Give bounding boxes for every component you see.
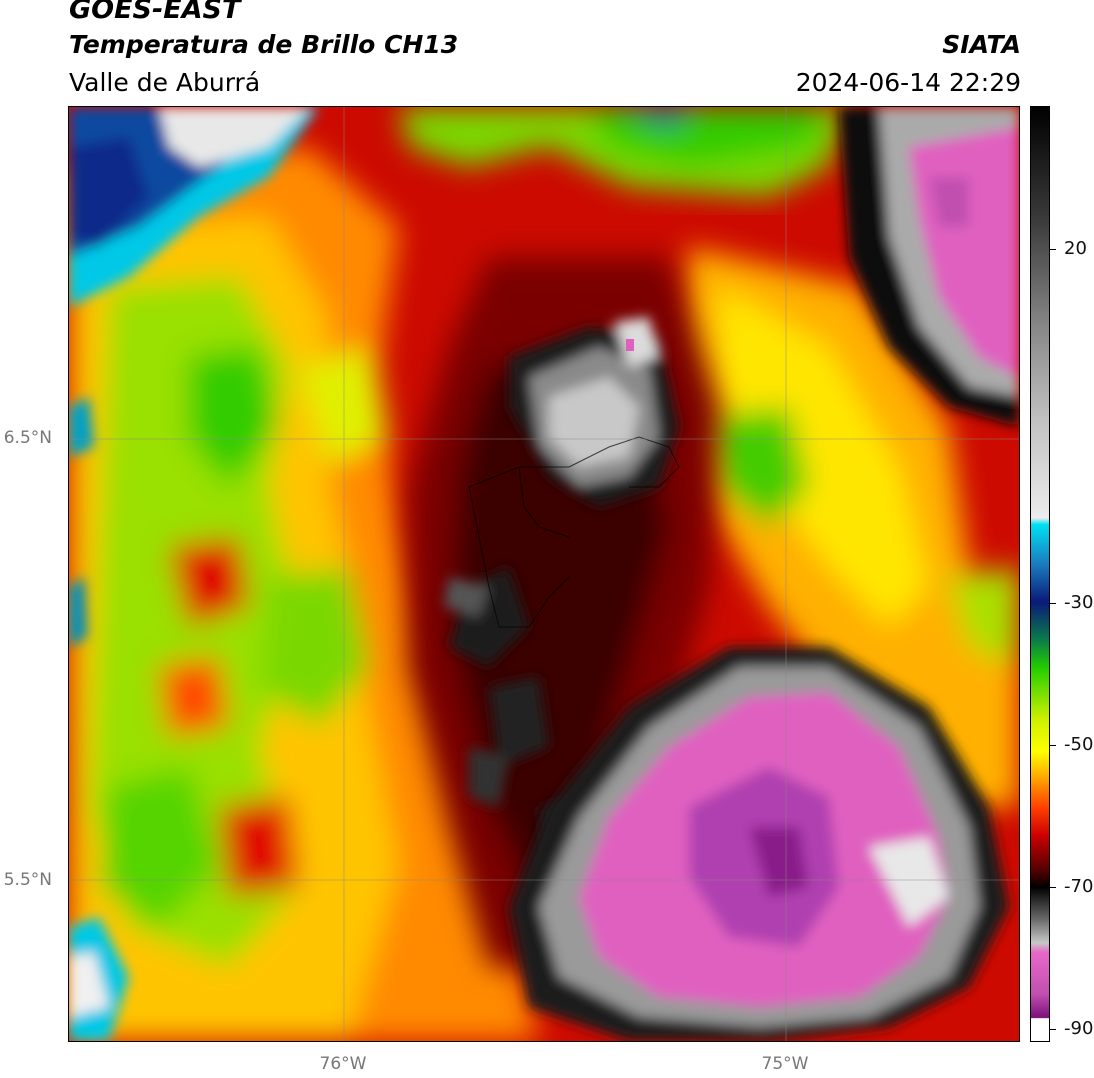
- brightness-temperature-field: [69, 107, 1019, 1041]
- lat-label-6-5: 6.5°N: [3, 428, 52, 448]
- colorbar-tick: [1050, 249, 1056, 250]
- colorbar: [1030, 106, 1050, 1042]
- product-title: Temperatura de Brillo CH13: [69, 30, 459, 59]
- colorbar-label-minus70: -70: [1064, 876, 1094, 897]
- colorbar-label-minus90: -90: [1064, 1018, 1094, 1039]
- colorbar-label-minus30: -30: [1064, 592, 1094, 613]
- lon-label-75w: 75°W: [761, 1054, 809, 1074]
- colorbar-tick: [1050, 745, 1056, 746]
- satellite-map[interactable]: [68, 106, 1020, 1042]
- colorbar-gradient: [1031, 107, 1049, 1041]
- colorbar-label-minus50: -50: [1064, 734, 1094, 755]
- colorbar-tick: [1050, 887, 1056, 888]
- datetime-label: 2024-06-14 22:29: [795, 68, 1021, 97]
- colorbar-label-20: 20: [1064, 238, 1087, 259]
- region-label: Valle de Aburrá: [69, 68, 261, 97]
- lon-label-76w: 76°W: [319, 1054, 367, 1074]
- satellite-title: GOES-EAST: [69, 0, 241, 25]
- colorbar-tick: [1050, 1029, 1056, 1030]
- agency-label: SIATA: [942, 30, 1021, 59]
- lat-label-5-5: 5.5°N: [3, 870, 52, 890]
- colorbar-tick: [1050, 603, 1056, 604]
